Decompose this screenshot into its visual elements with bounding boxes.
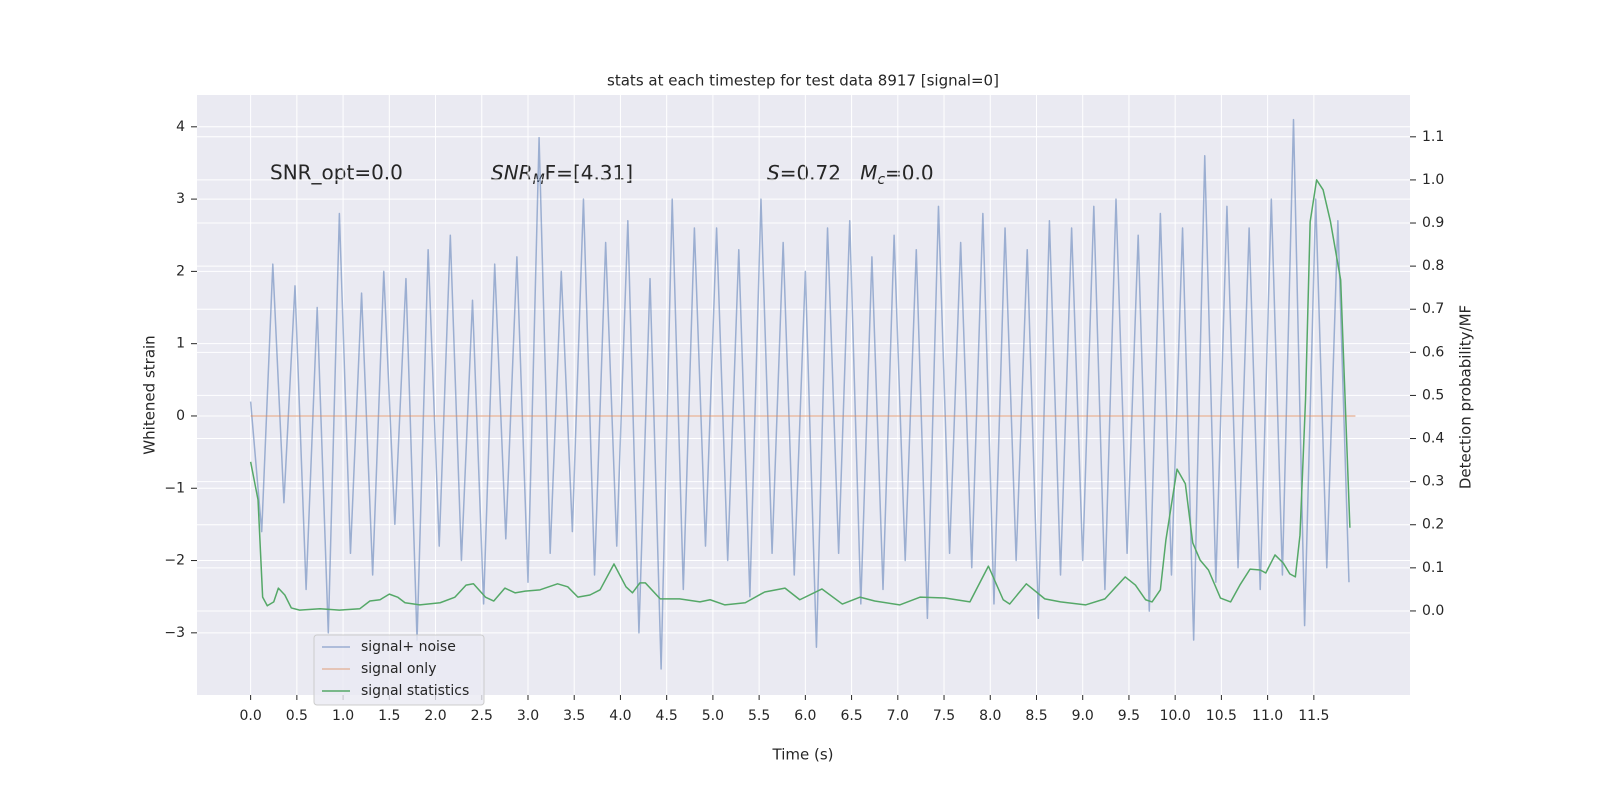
legend-label: signal only bbox=[361, 661, 436, 677]
annotation-part: S bbox=[767, 161, 780, 185]
y-tick-label: −1 bbox=[164, 480, 185, 496]
x-tick-label: 9.5 bbox=[1118, 708, 1140, 724]
x-axis-label: Time (s) bbox=[772, 746, 834, 764]
y2-tick-label: 0.0 bbox=[1422, 603, 1444, 619]
x-tick-label: 8.0 bbox=[979, 708, 1001, 724]
annotation: S=0.72 Mc=0.0 bbox=[767, 161, 934, 189]
y-tick-label: 1 bbox=[176, 336, 185, 352]
x-tick-label: 8.5 bbox=[1025, 708, 1047, 724]
legend: signal+ noise signal only signal statistic… bbox=[313, 634, 485, 706]
x-tick-label: 5.5 bbox=[748, 708, 770, 724]
series-line bbox=[249, 179, 1351, 611]
x-tick-label: 10.0 bbox=[1160, 708, 1191, 724]
x-tick-label: 6.0 bbox=[794, 708, 816, 724]
chart-title: stats at each timestep for test data 891… bbox=[607, 72, 999, 90]
x-tick-label: 11.5 bbox=[1298, 708, 1329, 724]
annotation-part: F=[4.31] bbox=[545, 161, 633, 185]
y2-tick-label: 1.1 bbox=[1422, 129, 1444, 145]
y-tick-label: 4 bbox=[176, 119, 185, 135]
x-tick-label: 3.5 bbox=[563, 708, 585, 724]
y2-tick-label: 0.2 bbox=[1422, 517, 1444, 533]
x-tick-label: 4.0 bbox=[609, 708, 631, 724]
legend-label: signal+ noise bbox=[361, 639, 456, 655]
x-tick-label: 9.0 bbox=[1072, 708, 1094, 724]
x-tick-label: 7.0 bbox=[887, 708, 909, 724]
series-line bbox=[249, 118, 1350, 670]
y-tick-label: −2 bbox=[164, 553, 185, 569]
y2-axis-label: Detection probability/MF bbox=[1457, 305, 1475, 489]
y2-tick-label: 0.9 bbox=[1422, 215, 1444, 231]
x-tick-label: 4.5 bbox=[656, 708, 678, 724]
y2-tick-label: 0.5 bbox=[1422, 387, 1444, 403]
annotation-part: =0.0 bbox=[885, 161, 934, 185]
annotation-part: SNR bbox=[491, 161, 533, 185]
x-tick-label: 0.5 bbox=[286, 708, 308, 724]
y2-tick-label: 0.3 bbox=[1422, 474, 1444, 490]
y-tick-label: 3 bbox=[176, 191, 185, 207]
y2-tick-label: 0.7 bbox=[1422, 301, 1444, 317]
x-tick-label: 11.0 bbox=[1252, 708, 1283, 724]
x-tick-label: 5.0 bbox=[702, 708, 724, 724]
y-tick-label: −3 bbox=[164, 625, 185, 641]
y2-tick-label: 0.1 bbox=[1422, 560, 1444, 576]
y2-tick-label: 0.6 bbox=[1422, 344, 1444, 360]
x-tick-label: 10.5 bbox=[1206, 708, 1237, 724]
y-tick-label: 2 bbox=[176, 263, 185, 279]
x-tick-label: 7.5 bbox=[933, 708, 955, 724]
legend-label: signal statistics bbox=[361, 683, 469, 699]
x-tick-label: 2.5 bbox=[471, 708, 493, 724]
annotation: SNR_opt=0.0 bbox=[270, 161, 403, 185]
x-tick-label: 0.0 bbox=[239, 708, 261, 724]
y-tick-label: 0 bbox=[176, 408, 185, 424]
y2-tick-label: 0.8 bbox=[1422, 258, 1444, 274]
x-tick-label: 6.5 bbox=[840, 708, 862, 724]
x-tick-label: 3.0 bbox=[517, 708, 539, 724]
y2-tick-label: 0.4 bbox=[1422, 431, 1444, 447]
x-tick-label: 1.5 bbox=[378, 708, 400, 724]
legend-box bbox=[313, 634, 485, 706]
annotation-part: M bbox=[860, 161, 877, 185]
y-axis-label: Whitened strain bbox=[141, 335, 159, 454]
annotation-part: =0.72 bbox=[780, 161, 860, 185]
x-tick-label: 2.0 bbox=[424, 708, 446, 724]
y2-tick-label: 1.0 bbox=[1422, 172, 1444, 188]
x-tick-label: 1.0 bbox=[332, 708, 354, 724]
annotation: SNRMF=[4.31] bbox=[491, 161, 633, 189]
